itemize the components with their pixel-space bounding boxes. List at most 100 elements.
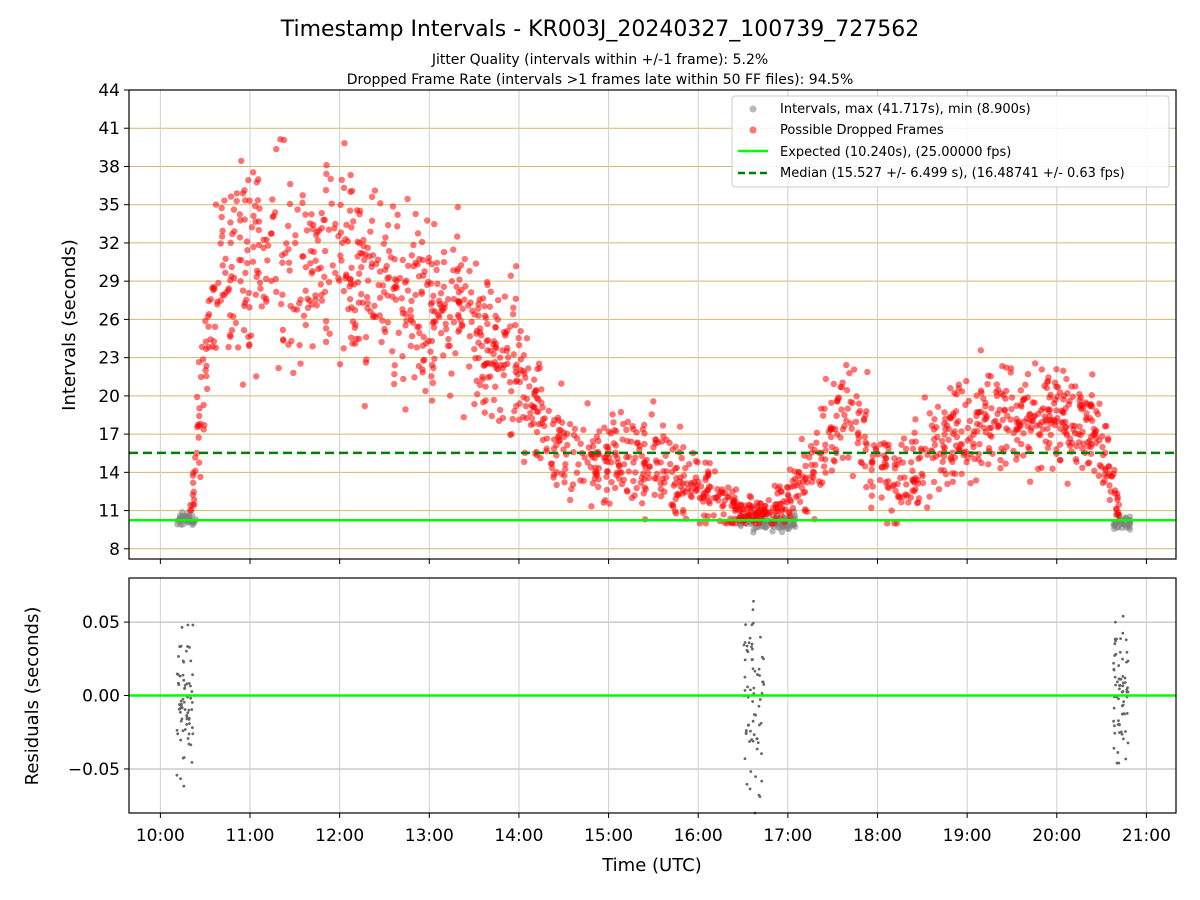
residual-point bbox=[1116, 751, 1120, 754]
dropped-point bbox=[835, 394, 842, 401]
dropped-point bbox=[538, 386, 545, 393]
dropped-point bbox=[327, 175, 334, 183]
dropped-point bbox=[358, 290, 365, 298]
dropped-point bbox=[630, 477, 637, 485]
dropped-point bbox=[953, 391, 960, 398]
residual-point bbox=[752, 599, 755, 603]
bottom-y-ticks: 0.05 0.00 −0.05 bbox=[68, 613, 129, 780]
residual-point bbox=[1124, 757, 1128, 761]
dropped-point bbox=[619, 436, 626, 443]
dropped-point bbox=[424, 217, 431, 224]
dropped-point bbox=[1099, 443, 1106, 451]
dropped-point bbox=[1024, 423, 1031, 430]
dropped-point bbox=[520, 367, 527, 375]
residual-point bbox=[1114, 620, 1117, 624]
residual-point bbox=[183, 687, 186, 690]
residual-point bbox=[1117, 664, 1121, 667]
dropped-point bbox=[488, 412, 495, 420]
dropped-point bbox=[429, 299, 436, 306]
dropped-point bbox=[507, 323, 514, 330]
dropped-point bbox=[882, 455, 890, 462]
dropped-point bbox=[189, 479, 197, 486]
dropped-point bbox=[482, 383, 489, 390]
dropped-point bbox=[710, 494, 718, 502]
dropped-point bbox=[408, 297, 415, 305]
dropped-point bbox=[856, 407, 864, 415]
dropped-point bbox=[995, 422, 1002, 430]
dropped-point bbox=[1064, 480, 1071, 487]
dropped-point bbox=[588, 503, 595, 510]
dropped-point bbox=[410, 263, 417, 270]
dropped-point bbox=[632, 469, 639, 476]
top-ytick-label: 29 bbox=[98, 272, 120, 292]
dropped-point bbox=[267, 230, 275, 237]
subtitle-jitter: Jitter Quality (intervals within +/-1 fr… bbox=[431, 52, 768, 68]
dropped-point bbox=[475, 300, 482, 308]
residual-point bbox=[745, 648, 749, 652]
dropped-point bbox=[543, 445, 550, 452]
dropped-point bbox=[244, 259, 251, 267]
dropped-point bbox=[484, 278, 491, 286]
dropped-point bbox=[923, 504, 931, 511]
residual-point bbox=[1112, 719, 1115, 723]
dropped-point bbox=[472, 260, 480, 267]
residual-point bbox=[742, 643, 746, 647]
dropped-point bbox=[299, 199, 306, 207]
dropped-point bbox=[909, 445, 917, 453]
dropped-point bbox=[852, 418, 860, 426]
dropped-point bbox=[964, 437, 971, 444]
dropped-point bbox=[996, 406, 1003, 414]
dropped-point bbox=[891, 455, 898, 462]
dropped-point bbox=[437, 290, 445, 297]
residual-point bbox=[191, 623, 195, 627]
dropped-point bbox=[892, 487, 899, 495]
dropped-point bbox=[402, 322, 409, 329]
dropped-point bbox=[585, 444, 593, 451]
residual-point bbox=[762, 657, 765, 661]
residual-point bbox=[1125, 650, 1129, 654]
dropped-point bbox=[500, 371, 508, 379]
dropped-point bbox=[318, 291, 325, 299]
dropped-point bbox=[351, 306, 359, 314]
dropped-point bbox=[941, 431, 948, 438]
residual-point bbox=[1121, 737, 1125, 741]
residual-point bbox=[182, 784, 186, 788]
dropped-point bbox=[203, 372, 210, 380]
interval-point bbox=[1113, 524, 1121, 531]
dropped-point bbox=[222, 255, 229, 263]
residual-point bbox=[751, 608, 755, 611]
dropped-point bbox=[1114, 496, 1121, 503]
dropped-point bbox=[404, 195, 411, 203]
dropped-point bbox=[1068, 383, 1075, 390]
dropped-point bbox=[584, 459, 591, 466]
residual-point bbox=[1121, 631, 1125, 635]
dropped-point bbox=[425, 254, 433, 262]
dropped-point bbox=[997, 465, 1004, 472]
residual-point bbox=[1125, 690, 1129, 694]
dropped-point bbox=[502, 332, 509, 339]
dropped-point bbox=[264, 242, 272, 249]
top-ytick-label: 17 bbox=[98, 425, 120, 445]
dropped-point bbox=[1094, 411, 1102, 418]
residual-point bbox=[749, 729, 752, 733]
dropped-point bbox=[970, 443, 977, 451]
dropped-point bbox=[214, 301, 221, 308]
dropped-point bbox=[821, 405, 828, 412]
dropped-point bbox=[562, 461, 569, 468]
dropped-point bbox=[822, 469, 829, 476]
dropped-point bbox=[1088, 440, 1095, 448]
dropped-point bbox=[413, 344, 421, 351]
dropped-point bbox=[247, 332, 255, 339]
dropped-point bbox=[933, 424, 940, 431]
dropped-point bbox=[973, 392, 980, 399]
dropped-point bbox=[353, 207, 361, 214]
dropped-point bbox=[953, 433, 961, 441]
residual-point bbox=[746, 724, 750, 727]
dropped-point bbox=[380, 289, 388, 296]
dropped-point bbox=[845, 454, 852, 461]
dropped-point bbox=[617, 408, 625, 416]
top-ytick-label: 32 bbox=[98, 234, 120, 254]
dropped-point bbox=[850, 366, 858, 373]
residual-point bbox=[179, 644, 183, 648]
top-ytick-label: 23 bbox=[98, 349, 120, 369]
